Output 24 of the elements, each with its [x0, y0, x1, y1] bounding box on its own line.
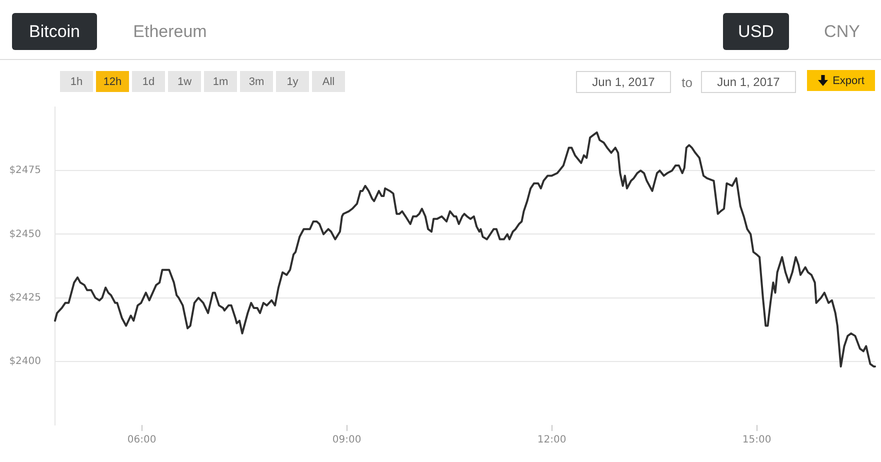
date-field: Jun 1, 2017 — [701, 71, 796, 93]
y-tick-label: $2475 — [9, 165, 41, 176]
y-tick-label: $2425 — [9, 292, 41, 304]
tab-label: Ethereum — [132, 20, 208, 42]
range-button: All — [312, 71, 345, 92]
text: to — [680, 74, 694, 92]
y-tick-label: $2400 — [9, 356, 41, 367]
tab-label: CNY — [823, 20, 861, 42]
x-tick-label: 09:00 — [332, 434, 362, 446]
tab-button: USD — [723, 13, 789, 50]
tab-button: Bitcoin — [12, 13, 97, 50]
range-button: 1d — [132, 71, 165, 92]
range-button: 1y — [276, 71, 309, 92]
range-button: 1h — [60, 71, 93, 92]
x-tick-label: 12:00 — [537, 434, 566, 446]
range-button: 3m — [240, 71, 273, 92]
export-button: Export — [807, 70, 875, 91]
range-button: 1m — [204, 71, 237, 92]
date-field: Jun 1, 2017 — [576, 71, 671, 93]
range-button: 12h — [96, 71, 129, 92]
x-tick-label: 15:00 — [742, 434, 772, 446]
range-button: 1w — [168, 71, 201, 92]
y-tick-label: $2450 — [9, 228, 41, 240]
x-tick-label: 06:00 — [127, 434, 156, 446]
